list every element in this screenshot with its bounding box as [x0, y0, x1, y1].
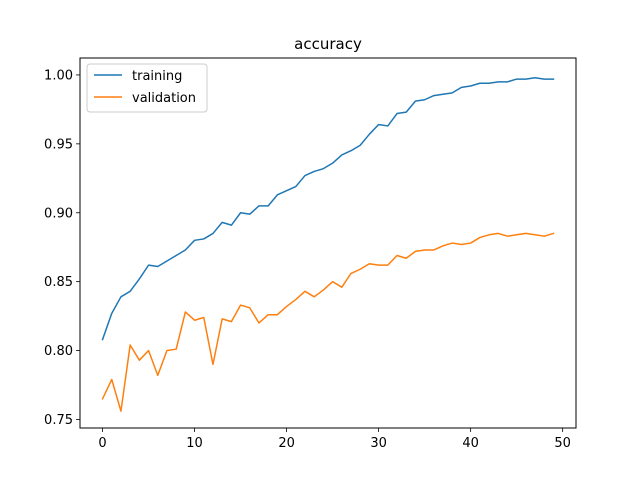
legend-label-validation: validation — [132, 91, 196, 106]
y-tick-label: 1.00 — [44, 68, 73, 83]
x-tick-label: 20 — [278, 436, 295, 451]
legend-box — [86, 63, 208, 113]
series-layer — [101, 76, 555, 412]
x-tick-label: 40 — [462, 436, 479, 451]
ticks-layer: 0 10 20 30 40 50 0.75 0.80 0.85 0.90 0.95 1.00 — [44, 68, 571, 451]
y-tick-label: 0.95 — [44, 137, 73, 152]
x-tick-label: 0 — [98, 436, 106, 451]
y-tick-label: 0.75 — [44, 413, 73, 428]
chart-title: accuracy — [294, 35, 362, 53]
y-tick-label: 0.90 — [44, 206, 73, 221]
series-line-training — [101, 76, 555, 341]
x-tick-label: 10 — [186, 436, 203, 451]
x-tick-label: 50 — [554, 436, 571, 451]
axes-layer — [79, 57, 577, 429]
legend: training validation — [86, 63, 208, 113]
y-tick-label: 0.85 — [44, 275, 73, 290]
legend-label-training: training — [132, 69, 182, 84]
plot-frame — [79, 57, 577, 429]
series-line-validation — [101, 232, 555, 412]
y-tick-label: 0.80 — [44, 344, 73, 359]
x-tick-label: 30 — [370, 436, 387, 451]
